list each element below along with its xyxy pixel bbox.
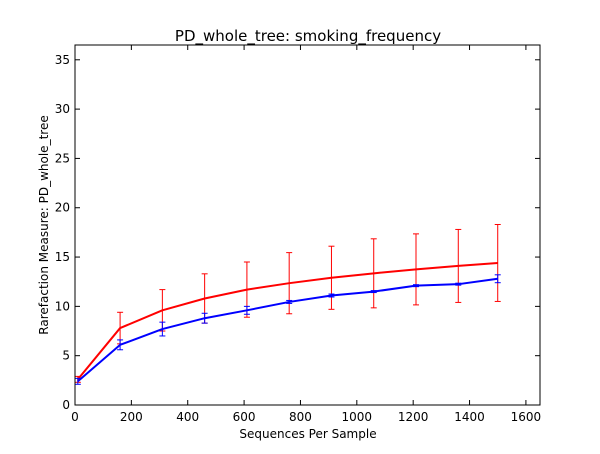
- y-tick-label: 35: [55, 53, 70, 67]
- x-tick-label: 1000: [342, 410, 373, 424]
- series-line-2: [77, 277, 498, 383]
- x-tick-label: 1400: [454, 410, 485, 424]
- y-tick-label: 30: [55, 102, 70, 116]
- y-tick-label: 0: [62, 398, 70, 412]
- chart-title: PD_whole_tree: smoking_frequency: [175, 27, 441, 46]
- y-axis-label: Rarefaction Measure: PD_whole_tree: [37, 115, 51, 334]
- x-tick-label: 600: [233, 410, 256, 424]
- series-line-1: [77, 261, 498, 380]
- plot-frame: [74, 44, 541, 406]
- x-tick-label: 200: [120, 410, 143, 424]
- x-tick-label: 400: [176, 410, 199, 424]
- y-tick-label: 25: [55, 151, 70, 165]
- y-tick-label: 5: [62, 349, 70, 363]
- x-tick-label: 0: [71, 410, 79, 424]
- x-axis-label: Sequences Per Sample: [239, 427, 376, 441]
- x-tick-label: 1200: [398, 410, 429, 424]
- y-tick-label: 10: [55, 299, 70, 313]
- y-tick-label: 15: [55, 250, 70, 264]
- x-tick-label: 1600: [511, 410, 542, 424]
- y-tick-label: 20: [55, 201, 70, 215]
- x-tick-label: 800: [289, 410, 312, 424]
